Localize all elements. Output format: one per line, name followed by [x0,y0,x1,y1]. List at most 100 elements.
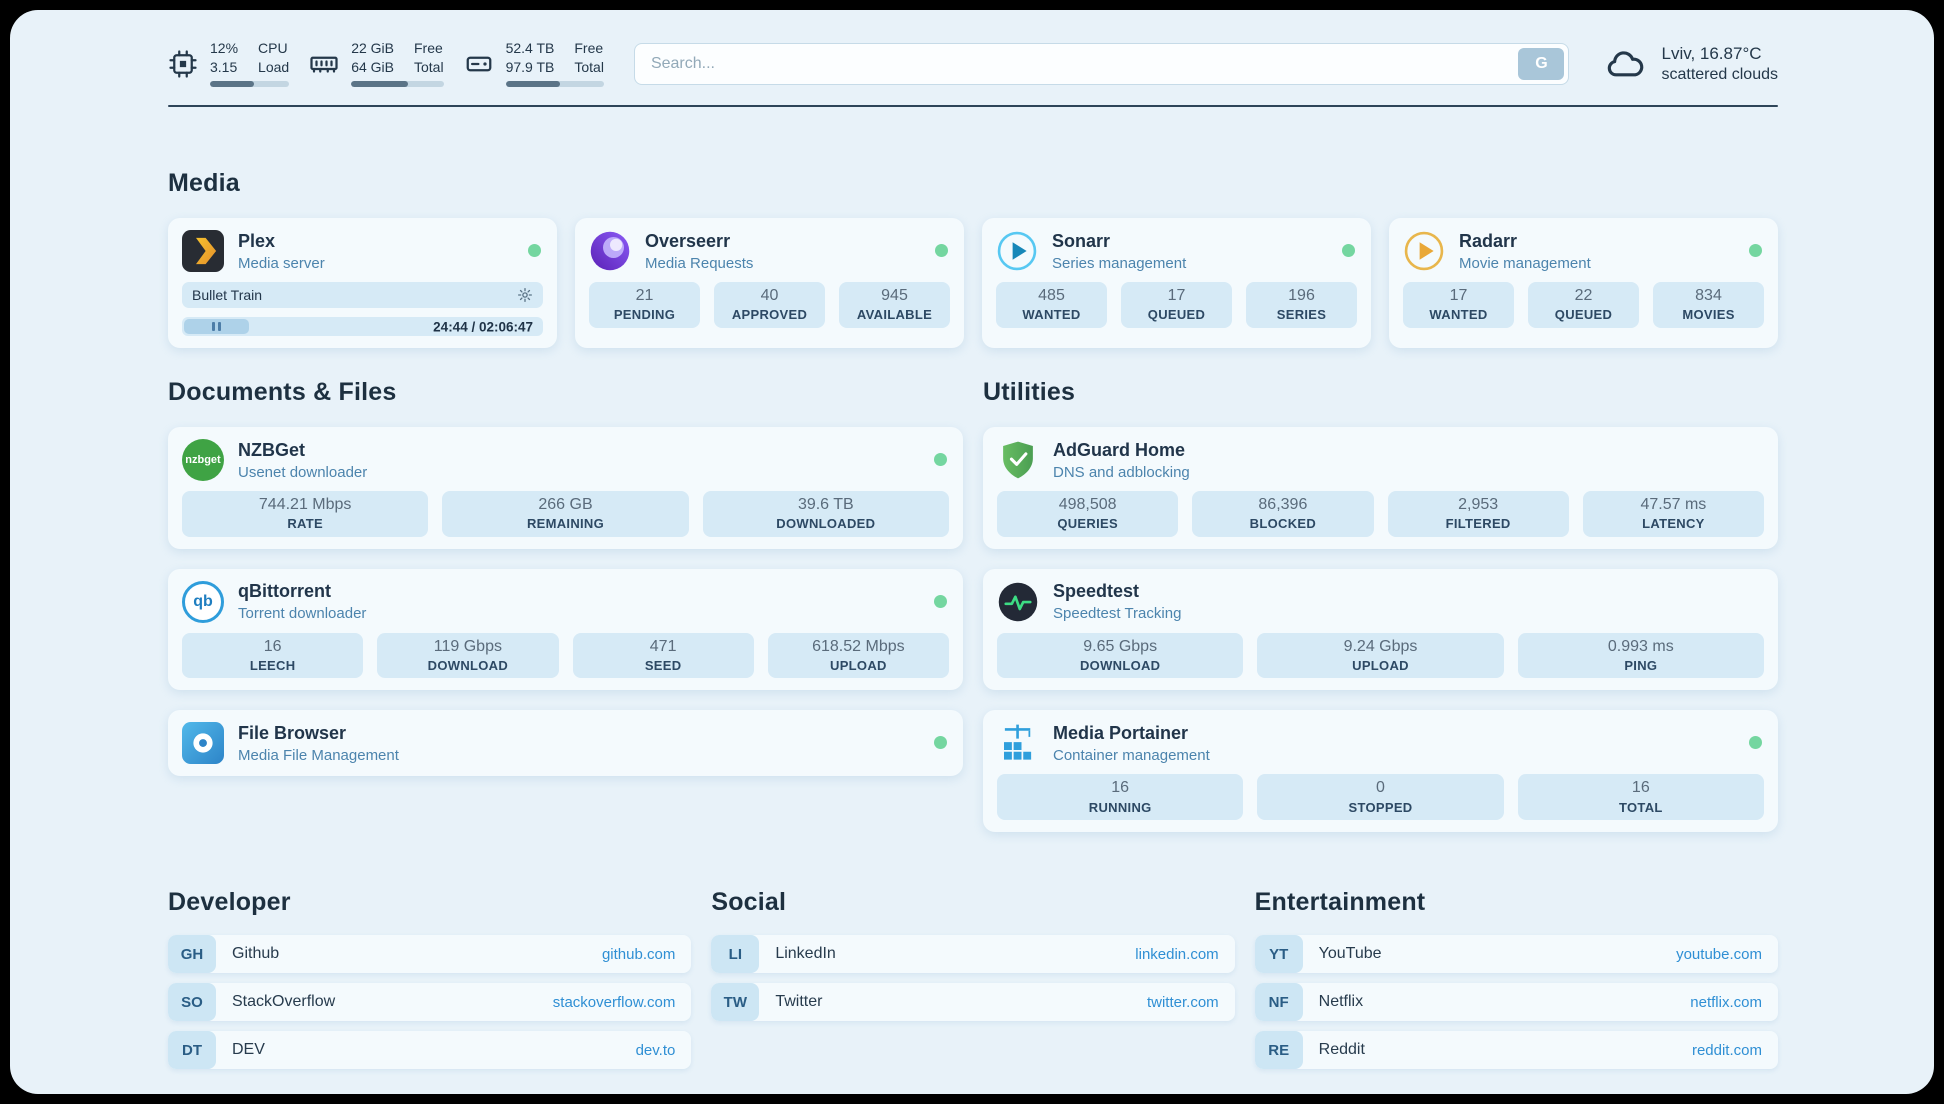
bookmark-linkedin[interactable]: LI LinkedIn linkedin.com [711,935,1235,974]
bookmark-reddit[interactable]: RE Reddit reddit.com [1254,1031,1778,1070]
app-card-overseerr[interactable]: Overseerr Media Requests 21 PENDING 40 A… [575,218,964,348]
documents-column: Documents & Files nzbget NZBGet Usenet d… [168,378,963,832]
bookmark-dev[interactable]: DT DEV dev.to [168,1031,692,1070]
bookmark-name: DEV [232,1041,265,1059]
bookmark-netflix[interactable]: NF Netflix netflix.com [1254,983,1778,1022]
app-description: Torrent downloader [238,605,367,623]
stat-wanted: 17 WANTED [1403,282,1514,328]
section-title-social: Social [711,888,787,917]
app-card-filebrowser[interactable]: File Browser Media File Management [168,710,963,777]
bookmark-tag: GH [168,935,216,974]
gear-icon[interactable] [517,287,533,303]
stat-upload: 618.52 Mbps UPLOAD [767,632,949,679]
portainer-icon [997,722,1039,764]
stat-blocked: 86,396 BLOCKED [1192,491,1374,537]
header-divider [168,105,1778,107]
bookmark-url[interactable]: dev.to [635,1041,676,1059]
ram-icon [309,49,339,79]
app-card-radarr[interactable]: Radarr Movie management 17 WANTED 22 QUE… [1389,218,1778,348]
stat-queries: 498,508 QUERIES [997,491,1179,537]
app-card-adguard[interactable]: AdGuard Home DNS and adblocking 498,508 … [983,427,1778,549]
qbittorrent-icon: qb [182,580,224,623]
app-description: Media File Management [238,746,399,764]
status-dot [528,244,541,257]
app-description: Movie management [1459,254,1591,272]
app-name: Radarr [1459,230,1518,251]
status-dot [934,736,947,750]
app-description: Media Requests [645,254,754,272]
app-name: NZBGet [238,439,305,460]
bookmark-youtube[interactable]: YT YouTube youtube.com [1254,935,1778,974]
stat-queued: 22 QUEUED [1528,282,1639,328]
cpu-usage-value: 12% [210,40,239,56]
app-name: Overseerr [645,230,731,251]
nzbget-icon: nzbget [182,439,224,481]
memory-progress-fill [351,81,409,87]
speedtest-icon [997,581,1039,623]
disk-total-value: 97.9 TB [505,58,555,75]
bookmark-url[interactable]: netflix.com [1690,993,1762,1011]
bookmark-twitter[interactable]: TW Twitter twitter.com [711,983,1235,1022]
stat-rate: 744.21 Mbps RATE [182,491,429,537]
app-name: File Browser [238,722,347,743]
stat-stopped: 0 STOPPED [1257,774,1504,821]
search-bar: G [633,42,1570,85]
stat-downloaded: 39.6 TB DOWNLOADED [702,491,949,537]
app-description: Container management [1053,746,1210,764]
bookmark-stackoverflow[interactable]: SO StackOverflow stackoverflow.com [168,983,692,1022]
app-card-nzbget[interactable]: nzbget NZBGet Usenet downloader 744.21 M… [168,427,963,549]
bookmark-tag: NF [1254,983,1303,1022]
bookmarks-social: Social LI LinkedIn linkedin.com TW Twitt… [711,888,1235,1069]
app-name: qBittorrent [238,581,331,602]
search-input[interactable] [633,42,1570,85]
cpu-icon [168,49,198,79]
bookmark-name: YouTube [1318,945,1382,963]
stat-total: 16 TOTAL [1517,774,1764,821]
memory-progress-bar [351,81,444,87]
app-card-sonarr[interactable]: Sonarr Series management 485 WANTED 17 Q… [982,218,1371,348]
bookmark-url[interactable]: twitter.com [1146,993,1219,1011]
bookmark-url[interactable]: github.com [601,945,676,963]
playback-time: 24:44 / 02:06:47 [433,319,533,334]
stat-filtered: 2,953 FILTERED [1387,491,1569,537]
section-title-developer: Developer [168,888,291,917]
status-dot [1342,244,1355,257]
sonarr-icon [996,230,1038,272]
playback-progress-bar[interactable]: 24:44 / 02:06:47 [182,317,543,336]
cpu-monitor: 12% CPU 3.15 Load [168,40,290,87]
bookmark-github[interactable]: GH Github github.com [168,935,692,974]
stat-queued: 17 QUEUED [1121,282,1232,328]
app-card-qbittorrent[interactable]: qb qBittorrent Torrent downloader 16 LEE… [168,568,963,691]
weather-condition: scattered clouds [1661,65,1778,83]
app-card-portainer[interactable]: Media Portainer Container management 16 … [983,710,1778,833]
pause-icon[interactable] [211,322,221,331]
bookmark-tag: SO [168,983,216,1022]
app-description: DNS and adblocking [1053,463,1190,481]
memory-monitor: 22 GiB Free 64 GiB Total [309,40,444,87]
stat-remaining: 266 GB REMAINING [442,491,689,537]
stat-seed: 471 SEED [572,632,754,679]
media-card-grid: Plex Media server Bullet Train [168,218,1778,348]
bookmark-tag: RE [1254,1031,1303,1070]
search-engine-button[interactable]: G [1518,47,1565,80]
system-monitors: 12% CPU 3.15 Load [168,40,604,87]
stat-download: 119 Gbps DOWNLOAD [377,632,559,679]
stat-upload: 9.24 Gbps UPLOAD [1257,632,1504,679]
radarr-icon [1403,230,1445,272]
app-card-plex[interactable]: Plex Media server Bullet Train [168,218,557,348]
bookmarks-entertainment: Entertainment YT YouTube youtube.com NF … [1254,888,1778,1070]
app-card-speedtest[interactable]: Speedtest Speedtest Tracking 9.65 Gbps D… [983,568,1778,691]
now-playing-title: Bullet Train [192,287,263,303]
cloud-icon [1603,44,1649,84]
stat-movies: 834 MOVIES [1653,282,1764,328]
cpu-load-value: 3.15 [210,58,238,75]
app-name: Speedtest [1053,581,1140,602]
bookmark-url[interactable]: reddit.com [1691,1041,1762,1059]
bookmark-url[interactable]: stackoverflow.com [552,993,676,1011]
bookmark-url[interactable]: youtube.com [1676,945,1762,963]
memory-free-value: 22 GiB [351,40,394,56]
bookmark-name: LinkedIn [775,945,836,963]
bookmark-name: Netflix [1318,993,1364,1011]
bookmark-url[interactable]: linkedin.com [1135,945,1219,963]
weather-widget: Lviv, 16.87°C scattered clouds [1603,44,1778,84]
